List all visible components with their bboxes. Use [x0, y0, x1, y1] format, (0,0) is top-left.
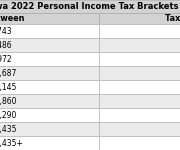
Text: Tax Rate: Tax Rate	[165, 14, 180, 23]
Text: 5.63%: 5.63%	[179, 82, 180, 91]
Bar	[99, 122, 180, 136]
Bar	[0, 108, 99, 122]
Bar	[99, 136, 180, 150]
Bar	[99, 52, 180, 66]
Bar	[0, 52, 99, 66]
Text: $3,486: $3,486	[0, 40, 12, 50]
Bar	[0, 122, 99, 136]
Bar	[99, 38, 180, 52]
Text: $26,145: $26,145	[0, 82, 17, 91]
Bar	[99, 94, 180, 108]
Bar	[99, 80, 180, 94]
Bar	[0, 0, 180, 13]
Bar	[0, 66, 99, 80]
Text: $78,435: $78,435	[0, 124, 17, 134]
Bar	[99, 108, 180, 122]
Bar	[0, 24, 99, 38]
Bar	[0, 136, 99, 150]
Text: $52,290: $52,290	[0, 111, 17, 120]
Text: 2.25%: 2.25%	[179, 54, 180, 63]
Bar	[0, 38, 99, 52]
Text: $15,687: $15,687	[0, 69, 17, 78]
Bar	[0, 13, 99, 24]
Bar	[0, 94, 99, 108]
Bar	[99, 66, 180, 80]
Text: 0.67%: 0.67%	[179, 40, 180, 50]
Text: Between: Between	[0, 14, 25, 23]
Text: 8.53%: 8.53%	[179, 138, 180, 147]
Text: $1,743: $1,743	[0, 27, 12, 36]
Text: $34,860: $34,860	[0, 96, 17, 105]
Text: 0.33%: 0.33%	[179, 27, 180, 36]
Text: 6.25%: 6.25%	[179, 111, 180, 120]
Text: 5.96%: 5.96%	[179, 96, 180, 105]
Text: $6,972: $6,972	[0, 54, 12, 63]
Bar	[99, 24, 180, 38]
Text: $78,435+: $78,435+	[0, 138, 23, 147]
Bar	[0, 80, 99, 94]
Text: 7.44%: 7.44%	[179, 124, 180, 134]
Text: Iowa 2022 Personal Income Tax Brackets: Iowa 2022 Personal Income Tax Brackets	[0, 2, 178, 11]
Bar	[99, 13, 180, 24]
Text: 4.14%: 4.14%	[179, 69, 180, 78]
